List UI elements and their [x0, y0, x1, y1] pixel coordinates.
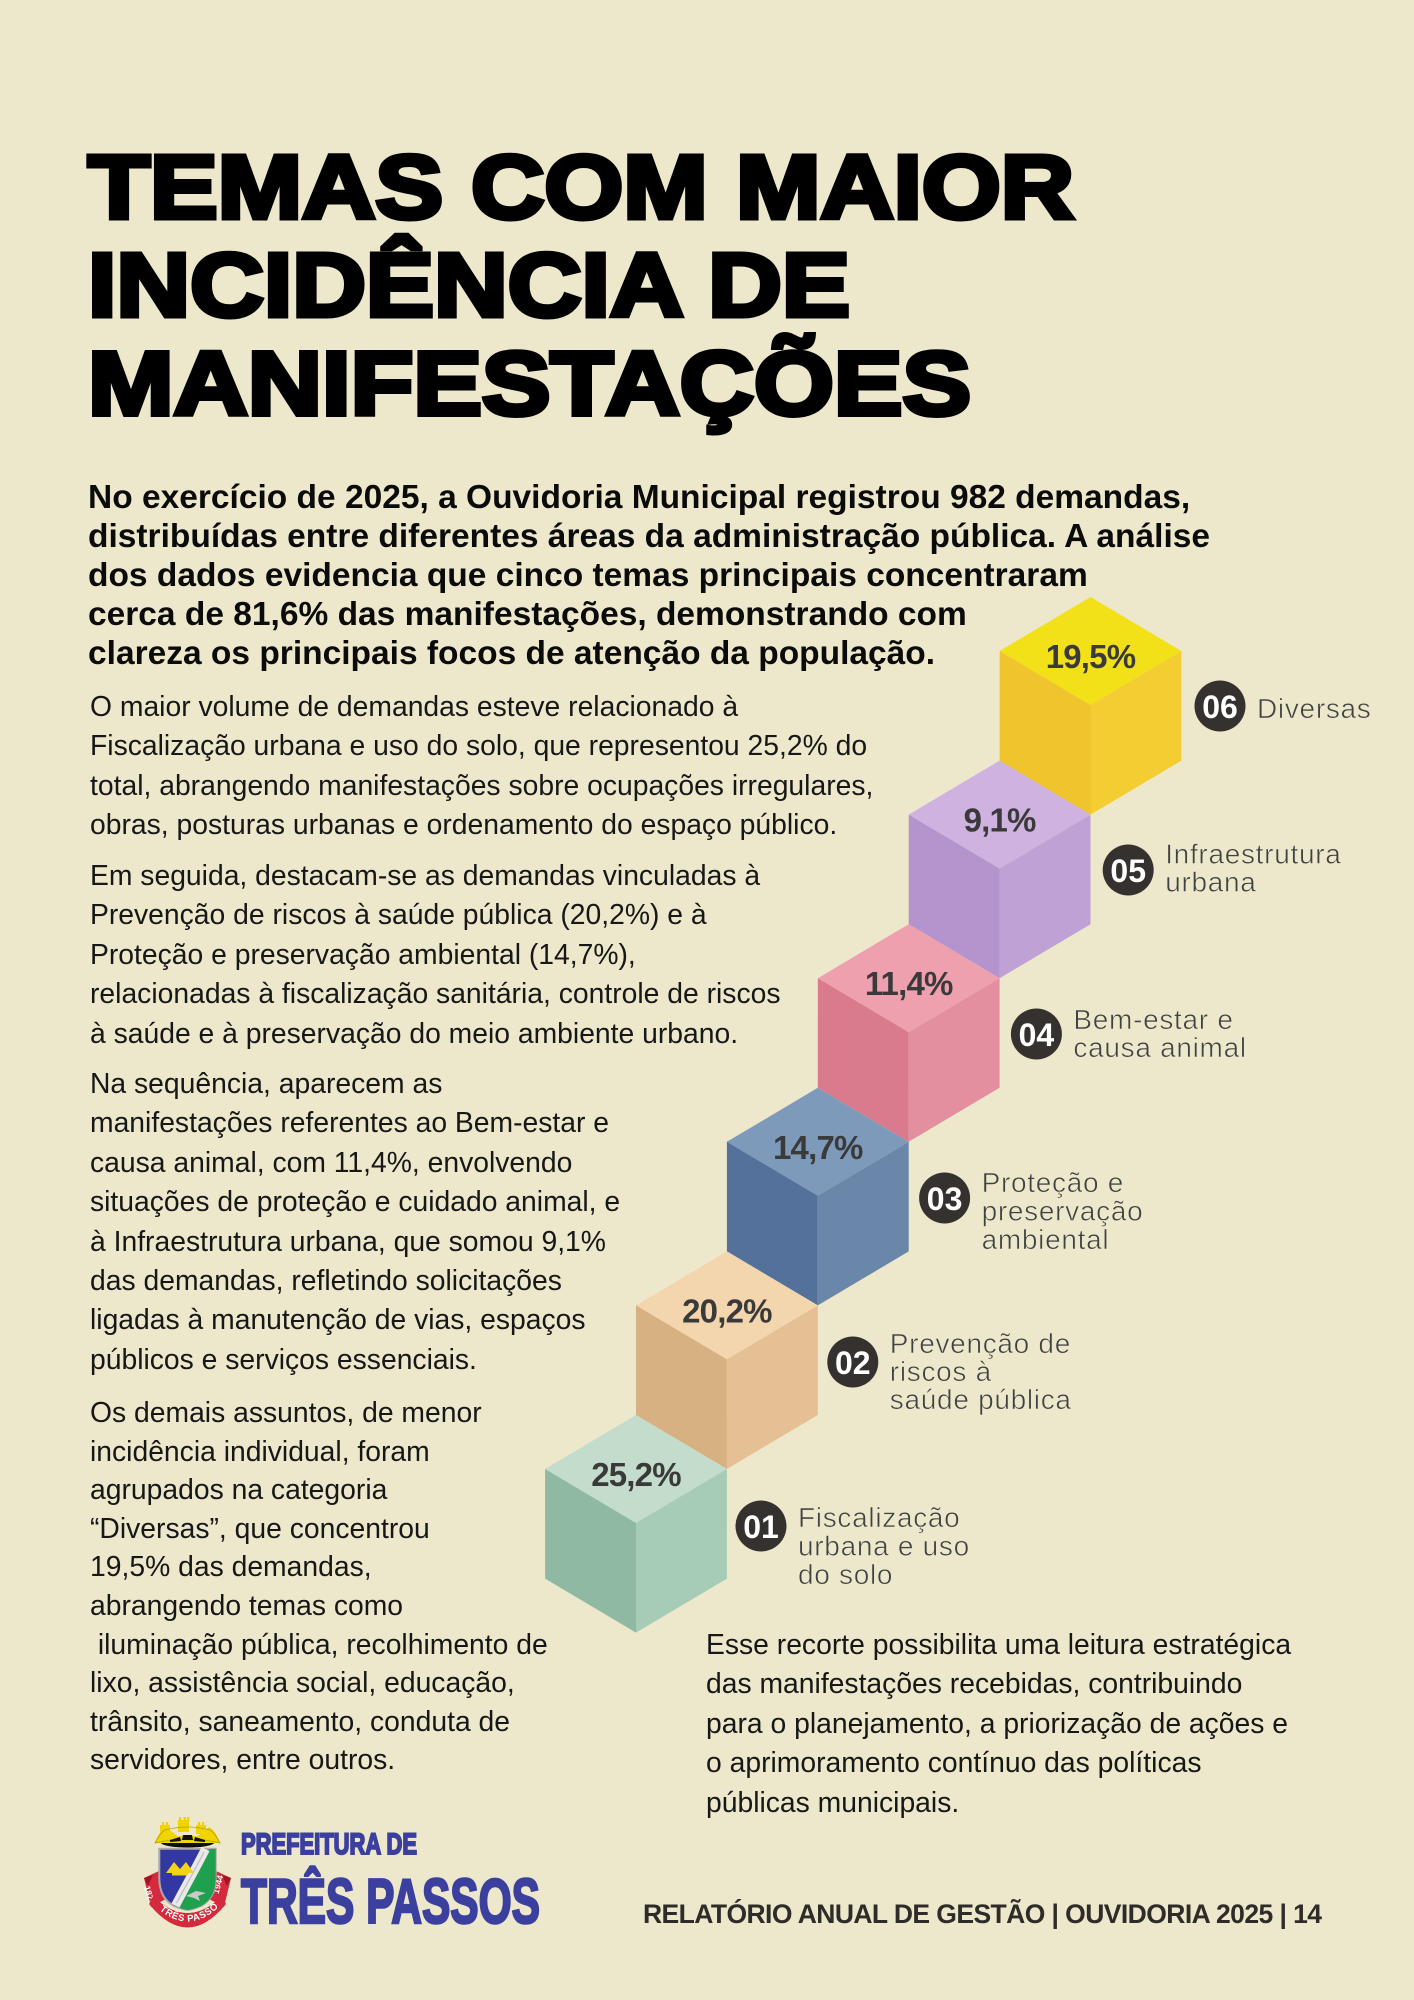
svg-text:01: 01 [743, 1509, 779, 1545]
svg-text:TEMAS COM MAIOR: TEMAS COM MAIOR [88, 138, 1074, 238]
svg-text:05: 05 [1110, 853, 1146, 889]
svg-text:Proteção e: Proteção e [982, 1167, 1124, 1198]
svg-text:saúde pública: saúde pública [890, 1384, 1072, 1415]
svg-text:06: 06 [1202, 689, 1238, 725]
svg-text:04: 04 [1019, 1017, 1055, 1053]
svg-text:Bem-estar e: Bem-estar e [1073, 1004, 1233, 1035]
svg-text:causa animal: causa animal [1073, 1032, 1246, 1063]
svg-text:Prevenção de: Prevenção de [890, 1328, 1071, 1359]
svg-text:MANIFESTAÇÕES: MANIFESTAÇÕES [88, 334, 971, 435]
svg-text:riscos à: riscos à [890, 1356, 992, 1387]
svg-text:9,1%: 9,1% [964, 802, 1036, 839]
svg-text:do solo: do solo [798, 1559, 893, 1590]
svg-text:INCIDÊNCIA DE: INCIDÊNCIA DE [88, 234, 850, 336]
svg-text:14,7%: 14,7% [773, 1129, 863, 1166]
svg-text:Infraestrutura: Infraestrutura [1165, 839, 1341, 870]
svg-text:Diversas: Diversas [1257, 693, 1372, 724]
svg-text:urbana: urbana [1165, 867, 1256, 898]
svg-text:PREFEITURA DE: PREFEITURA DE [241, 1828, 417, 1861]
svg-text:03: 03 [927, 1181, 963, 1217]
svg-text:20,2%: 20,2% [682, 1292, 772, 1329]
svg-text:RELATÓRIO ANUAL DE GESTÃO | OU: RELATÓRIO ANUAL DE GESTÃO | OUVIDORIA 20… [643, 1899, 1322, 1929]
svg-text:TRÊS PASSOS: TRÊS PASSOS [241, 1866, 540, 1937]
svg-text:Fiscalização: Fiscalização [798, 1502, 960, 1533]
svg-text:ambiental: ambiental [982, 1224, 1110, 1255]
svg-text:02: 02 [835, 1345, 871, 1381]
svg-text:19,5%: 19,5% [1046, 638, 1136, 675]
svg-text:preservação: preservação [982, 1196, 1144, 1227]
svg-text:25,2%: 25,2% [591, 1456, 681, 1493]
svg-text:urbana e uso: urbana e uso [798, 1531, 970, 1562]
svg-text:11,4%: 11,4% [865, 965, 953, 1002]
